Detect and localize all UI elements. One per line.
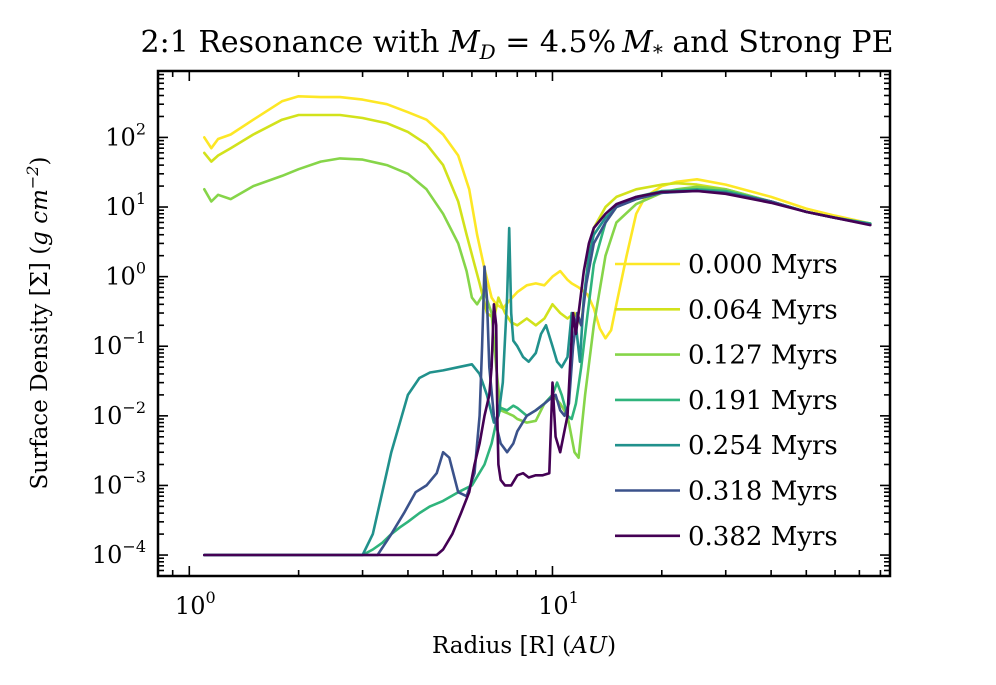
y-tick-base: 10 <box>105 193 136 221</box>
x-tick-exp: 1 <box>569 588 579 607</box>
x-tick-labels: 100 101 <box>175 588 579 620</box>
y-tick-base: 10 <box>105 123 136 151</box>
legend-label-6: 0.382 Myrs <box>688 522 838 552</box>
series-line-1 <box>203 113 872 327</box>
x-axis-label: Radius [R] (AU) <box>432 633 616 659</box>
title-eq: = 4.5% <box>496 25 616 60</box>
x-axis-label-plain: Radius [R] ( <box>432 633 571 659</box>
y-tick-label: 101 <box>105 189 146 221</box>
title-prefix: 2:1 Resonance with <box>141 25 449 60</box>
y-tick-base: 10 <box>92 332 123 360</box>
legend-label-4: 0.254 Myrs <box>688 431 838 461</box>
title-ms-main: M <box>621 25 654 60</box>
y-axis-label-unit: g cm <box>27 189 53 246</box>
y-tick-base: 10 <box>92 402 123 430</box>
y-tick-exp: 1 <box>136 189 146 208</box>
y-tick-exp: −2 <box>122 398 146 417</box>
y-axis-label-exp: −2 <box>23 166 42 190</box>
title-suffix: and Strong PE <box>663 25 894 60</box>
x-tick-exp: 0 <box>205 588 215 607</box>
y-tick-label: 10−1 <box>92 328 146 360</box>
plot-frame <box>156 69 892 578</box>
y-tick-exp: −1 <box>122 328 146 347</box>
x-axis-label-unit: AU <box>569 633 609 659</box>
y-tick-label: 102 <box>105 119 146 151</box>
x-tick-label: 100 <box>175 588 216 620</box>
y-tick-label: 10−3 <box>92 467 146 499</box>
series-group <box>203 95 872 557</box>
y-axis-label-close: ) <box>27 157 53 166</box>
y-tick-base: 10 <box>105 263 136 291</box>
y-tick-base: 10 <box>92 471 123 499</box>
x-tick-label: 101 <box>538 588 579 620</box>
legend: 0.000 Myrs 0.064 Myrs 0.127 Myrs 0.191 Myrs… <box>615 250 838 552</box>
y-tick-exp: −3 <box>122 467 146 486</box>
legend-label-2: 0.127 Myrs <box>688 341 838 371</box>
legend-label-5: 0.318 Myrs <box>688 477 838 507</box>
series-line-2 <box>203 157 872 460</box>
legend-label-1: 0.064 Myrs <box>688 295 838 325</box>
y-tick-exp: 0 <box>136 259 146 278</box>
y-tick-label: 10−4 <box>92 537 146 569</box>
title-md-main: M <box>448 25 481 60</box>
legend-label-3: 0.191 Myrs <box>688 386 838 416</box>
y-tick-exp: −4 <box>122 537 146 556</box>
y-tick-base: 10 <box>92 541 123 569</box>
title-md-sub: D <box>479 40 496 64</box>
y-axis-label-plain: Surface Density [Σ] ( <box>27 246 53 490</box>
series-line-6 <box>203 189 872 557</box>
title-ms-sub: * <box>653 40 663 64</box>
legend-label-0: 0.000 Myrs <box>688 250 838 280</box>
x-tick-base: 10 <box>175 592 206 620</box>
y-tick-exp: 2 <box>136 119 146 138</box>
x-tick-base: 10 <box>538 592 569 620</box>
y-tick-label: 10−2 <box>92 398 146 430</box>
series-line-5 <box>203 189 872 557</box>
chart-title: 2:1 Resonance with MD = 4.5% M* and Stron… <box>141 25 894 64</box>
x-axis-label-close: ) <box>607 633 616 659</box>
y-tick-label: 100 <box>105 259 146 291</box>
y-axis-label: Surface Density [Σ] (g cm−2) <box>23 157 53 490</box>
